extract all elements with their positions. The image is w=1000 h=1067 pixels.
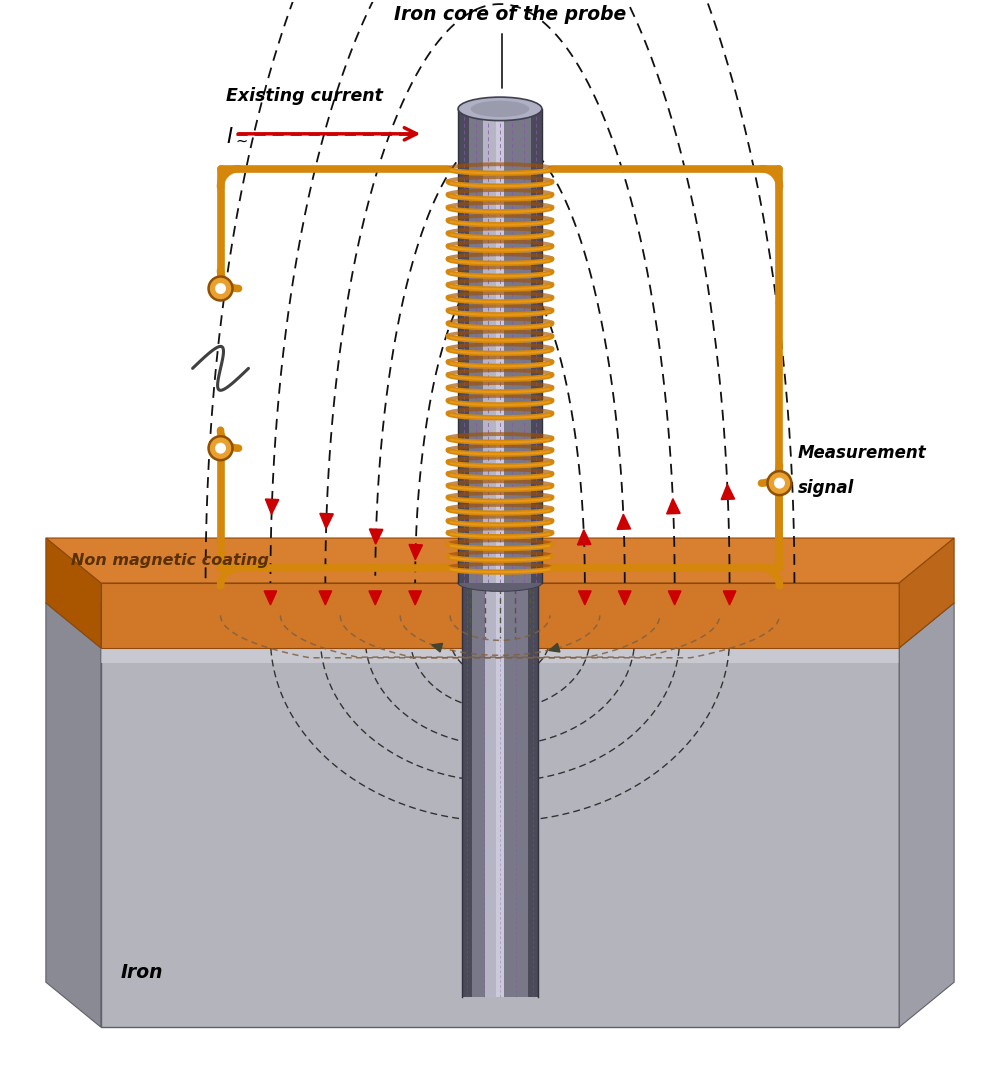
Polygon shape [101, 648, 899, 663]
Polygon shape [409, 544, 423, 560]
Text: Existing current: Existing current [226, 86, 382, 105]
Text: $I_{\sim}$: $I_{\sim}$ [226, 124, 247, 144]
Bar [458, 109, 469, 583]
Polygon shape [618, 591, 631, 605]
Text: signal: signal [797, 479, 854, 497]
Polygon shape [265, 499, 279, 514]
Polygon shape [617, 514, 631, 529]
Bar [485, 583, 504, 998]
Circle shape [774, 478, 785, 489]
Circle shape [209, 276, 233, 301]
Ellipse shape [471, 100, 529, 117]
Polygon shape [579, 591, 591, 605]
Circle shape [215, 443, 226, 453]
Ellipse shape [458, 574, 542, 591]
Polygon shape [723, 591, 736, 605]
Polygon shape [101, 583, 899, 648]
Bar [483, 109, 504, 583]
Polygon shape [899, 538, 954, 648]
Polygon shape [577, 529, 591, 545]
Bar [528, 583, 538, 998]
Text: Iron core of the probe: Iron core of the probe [394, 5, 626, 25]
Polygon shape [319, 591, 332, 605]
Polygon shape [46, 603, 954, 648]
Polygon shape [46, 603, 101, 1028]
Polygon shape [668, 591, 681, 605]
Polygon shape [101, 648, 899, 1028]
Bar [469, 109, 531, 583]
Circle shape [767, 472, 791, 495]
Polygon shape [721, 484, 735, 499]
Bar [462, 583, 472, 998]
Polygon shape [320, 513, 333, 528]
Bar [472, 583, 528, 998]
Polygon shape [46, 538, 101, 648]
Polygon shape [264, 591, 277, 605]
Polygon shape [667, 498, 680, 514]
Polygon shape [369, 529, 383, 544]
Polygon shape [549, 643, 560, 652]
Bar [496, 109, 504, 583]
Circle shape [215, 283, 226, 294]
Ellipse shape [458, 97, 542, 121]
Polygon shape [369, 591, 382, 605]
Bar [496, 583, 504, 998]
Polygon shape [409, 591, 421, 605]
Text: Non magnetic coating: Non magnetic coating [71, 554, 269, 569]
Text: Measurement: Measurement [797, 444, 926, 462]
Circle shape [209, 436, 233, 460]
Bar [531, 109, 542, 583]
Polygon shape [432, 643, 443, 652]
Polygon shape [46, 538, 954, 583]
Text: Iron: Iron [121, 962, 163, 982]
Polygon shape [899, 603, 954, 1028]
